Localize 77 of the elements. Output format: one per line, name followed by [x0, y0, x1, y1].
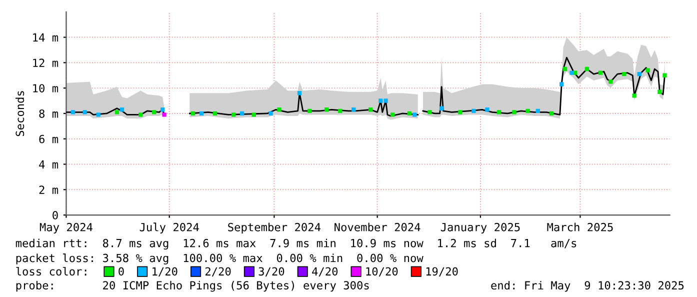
point [96, 112, 100, 117]
point [608, 80, 613, 84]
point [472, 108, 476, 113]
x-tick-label: January 2025 [440, 222, 520, 234]
point [162, 112, 166, 117]
point [560, 82, 564, 86]
y-tick-label: 2 m [39, 186, 58, 194]
point [378, 98, 383, 103]
point [496, 110, 502, 114]
legend-label: 10/20 [366, 267, 398, 276]
point [120, 108, 124, 112]
point [562, 66, 568, 72]
point [646, 68, 650, 72]
point [212, 111, 218, 116]
point [439, 106, 444, 110]
legend-label: 4/20 [312, 267, 338, 276]
legend-label: 1/20 [152, 267, 178, 276]
legend-label: 2/20 [205, 267, 231, 276]
text: end: Fri May 9 10:23:30 2025 [491, 280, 684, 292]
point [352, 108, 356, 112]
point [338, 108, 342, 113]
point [512, 110, 516, 114]
point [584, 66, 590, 72]
point [412, 112, 417, 117]
y-tick-label: 14 m [33, 33, 58, 42]
point [549, 111, 554, 116]
point [407, 111, 412, 116]
x-tick-label: March 2025 [547, 222, 613, 232]
point [458, 110, 462, 114]
y-tick-label: 4 m [39, 160, 58, 168]
point [368, 108, 373, 112]
point [138, 112, 143, 117]
point [428, 110, 432, 114]
x-tick-label: September 2024 [228, 222, 320, 234]
x-tick-label: November 2024 [334, 222, 420, 232]
y-axis-title: Seconds [16, 91, 24, 136]
point [658, 90, 662, 94]
text: loss color: [16, 266, 86, 276]
text: median rtt: 8.7 ms avg 12.6 ms max 7.9 ms min 10.9 ms now 1.2 ms sd 7.1 am/s [16, 238, 576, 250]
point [70, 110, 76, 114]
point [598, 70, 603, 75]
point [526, 108, 530, 113]
point [308, 108, 312, 113]
point [240, 111, 244, 116]
point [152, 110, 156, 114]
point [662, 73, 667, 78]
y-tick-label: 12 m [33, 58, 58, 67]
text: probe: 20 ICMP Echo Pings (56 Bytes) every 300s [16, 280, 369, 292]
point [297, 91, 302, 96]
point [190, 111, 196, 116]
x-tick-label: July 2024 [140, 222, 199, 234]
point [268, 111, 273, 116]
y-tick-label: 6 m [39, 134, 58, 144]
point [637, 72, 642, 76]
legend-label: 0 [118, 267, 124, 276]
point [252, 112, 256, 117]
point [324, 108, 329, 112]
point [536, 108, 540, 113]
legend-label: 19/20 [426, 267, 458, 276]
point [390, 112, 395, 117]
point [199, 111, 204, 116]
legend-label: 3/20 [258, 267, 284, 276]
point [622, 72, 626, 76]
x-tick-label: May 2024 [40, 222, 92, 234]
point [160, 108, 165, 112]
point [485, 108, 490, 112]
text: packet loss: 3.58 % avg 100.00 % max 0.00 % min 0.00 % now [16, 254, 424, 264]
point [114, 110, 120, 114]
point [232, 112, 236, 117]
point [277, 108, 282, 112]
point [82, 110, 87, 114]
point [570, 70, 574, 75]
y-tick-label: 0 [52, 211, 58, 220]
point [384, 98, 388, 103]
point [632, 94, 636, 98]
y-tick-label: 10 m [33, 84, 58, 92]
y-tick-label: 8 m [39, 109, 58, 118]
